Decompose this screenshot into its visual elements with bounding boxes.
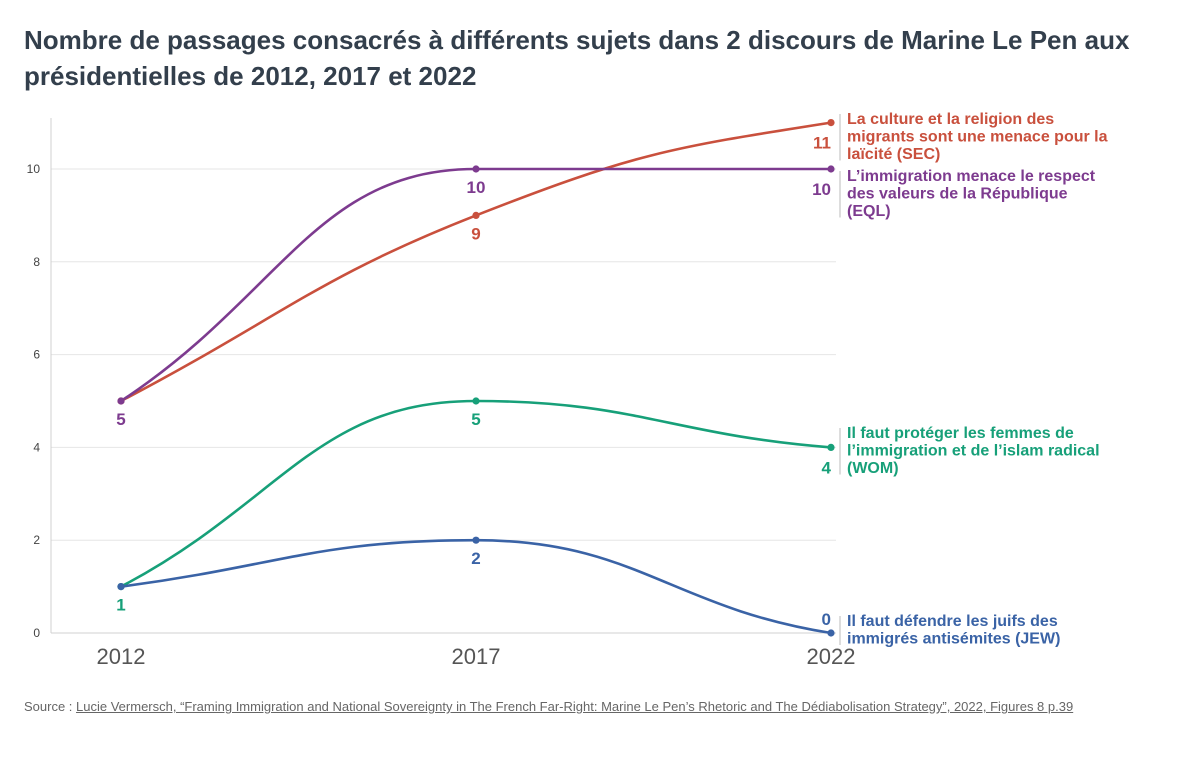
data-label-6: 11 — [813, 134, 831, 153]
data-label-2: 10 — [467, 178, 486, 197]
series-2-point-2022 — [827, 443, 835, 451]
series-label-1-line-1: des valeurs de la République — [847, 186, 1068, 203]
series-0-point-2022 — [827, 119, 835, 127]
y-tick-label-8: 8 — [33, 255, 40, 269]
data-label-4: 5 — [471, 410, 480, 429]
series-line-1 — [119, 167, 833, 403]
source-link[interactable]: Lucie Vermersch, “Framing Immigration an… — [76, 699, 1074, 714]
series-1-point-2017 — [472, 165, 480, 173]
series-label-3-line-1: immigrés antisémites (JEW) — [847, 631, 1060, 648]
x-tick-label-2012: 2012 — [97, 644, 146, 669]
series-3-point-2012 — [117, 583, 125, 591]
data-label-0: 5 — [116, 410, 125, 429]
x-tick-label-2017: 2017 — [452, 644, 501, 669]
data-label-1: 1 — [116, 596, 125, 615]
series-0-point-2017 — [472, 211, 480, 219]
series-3-point-2017 — [472, 536, 480, 544]
series-2-point-2017 — [472, 397, 480, 405]
series-label-0-line-2: laïcité (SEC) — [847, 146, 940, 163]
series-label-2-line-1: l’immigration et de l’islam radical — [847, 443, 1100, 460]
series-1-point-2012 — [117, 397, 125, 405]
data-label-8: 4 — [822, 458, 832, 477]
y-tick-label-2: 2 — [33, 533, 40, 547]
y-tick-label-4: 4 — [33, 440, 40, 454]
series-1-point-2022 — [827, 165, 835, 173]
data-label-5: 2 — [471, 549, 480, 568]
data-label-9: 0 — [822, 610, 831, 629]
series-3-point-2022 — [827, 629, 835, 637]
series-label-2-line-0: Il faut protéger les femmes de — [847, 425, 1074, 442]
data-label-3: 9 — [471, 224, 480, 243]
data-label-7: 10 — [812, 180, 831, 199]
y-tick-label-6: 6 — [33, 348, 40, 362]
y-tick-label-10: 10 — [27, 162, 41, 176]
series-label-0-line-0: La culture et la religion des — [847, 111, 1054, 128]
y-tick-label-0: 0 — [33, 626, 40, 640]
x-tick-label-2022: 2022 — [807, 644, 856, 669]
series-label-1-line-0: L’immigration menace le respect — [847, 168, 1096, 185]
series-label-1-line-2: (EQL) — [847, 203, 891, 220]
series-label-3-line-0: Il faut défendre les juifs des — [847, 613, 1058, 630]
series-label-2-line-2: (WOM) — [847, 460, 899, 477]
series-label-0-line-1: migrants sont une menace pour la — [847, 129, 1108, 146]
source-note: Source : Lucie Vermersch, “Framing Immig… — [24, 697, 1144, 717]
chart-title: Nombre de passages consacrés à différent… — [24, 25, 1130, 91]
source-prefix: Source : — [24, 699, 77, 714]
